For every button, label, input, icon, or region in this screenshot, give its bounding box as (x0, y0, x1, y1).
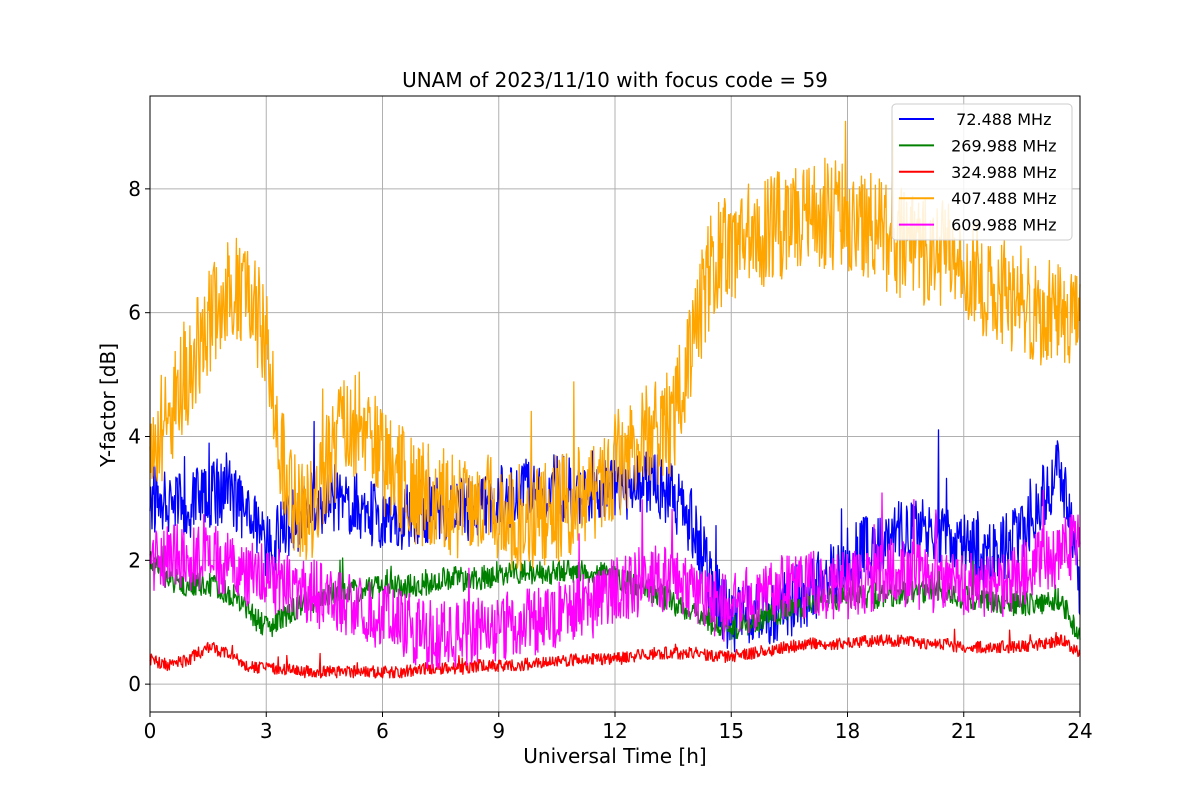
y-tick-label: 2 (128, 548, 141, 572)
x-tick-label: 9 (492, 719, 505, 743)
x-tick-label: 18 (835, 719, 860, 743)
legend: 72.488 MHz 269.988 MHz 324.988 MHz 407.4… (891, 103, 1073, 241)
legend-label: 269.988 MHz (946, 136, 1057, 155)
y-axis-label: Y-factor [dB] (96, 343, 120, 468)
legend-box (891, 103, 1073, 241)
series-line (149, 628, 1081, 679)
x-axis: 0 3 6 9 12 15 18 21 24 (144, 712, 1093, 743)
x-tick-label: 12 (602, 719, 627, 743)
x-tick-label: 3 (260, 719, 273, 743)
y-tick-label: 4 (128, 425, 141, 449)
legend-label: 324.988 MHz (946, 163, 1057, 182)
y-axis: 0 2 4 6 8 (128, 177, 150, 696)
legend-label: 72.488 MHz (946, 110, 1051, 129)
legend-label: 609.988 MHz (946, 216, 1057, 235)
x-tick-label: 21 (951, 719, 976, 743)
x-tick-label: 0 (144, 719, 157, 743)
series-group (149, 119, 1081, 679)
y-tick-label: 0 (128, 672, 141, 696)
y-tick-label: 8 (128, 177, 141, 201)
x-axis-label: Universal Time [h] (523, 744, 706, 768)
x-tick-label: 24 (1067, 719, 1092, 743)
chart-title: UNAM of 2023/11/10 with focus code = 59 (402, 68, 828, 92)
legend-label: 407.488 MHz (946, 189, 1057, 208)
x-tick-label: 6 (376, 719, 389, 743)
y-tick-label: 6 (128, 301, 141, 325)
x-tick-label: 15 (719, 719, 744, 743)
series-line (149, 489, 1081, 669)
